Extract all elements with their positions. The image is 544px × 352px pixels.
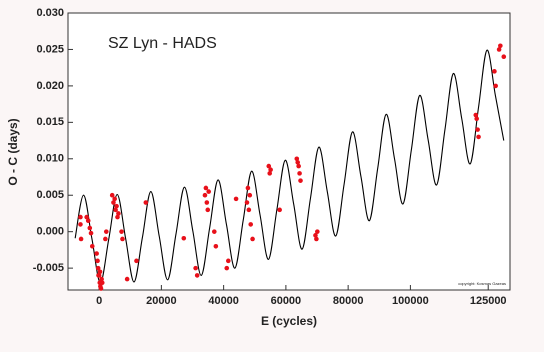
observation-point: [98, 286, 104, 291]
observation-point: [84, 214, 89, 220]
x-tick-label: 40000: [208, 295, 239, 307]
y-tick-label: 0.000: [36, 226, 64, 238]
observation-point: [204, 200, 210, 205]
observation-point: [95, 258, 100, 264]
observation-point: [226, 258, 231, 264]
observation-point: [85, 218, 91, 224]
x-tick-label: 0: [96, 295, 102, 307]
plot-area: [67, 12, 511, 291]
chart-title: SZ Lyn - HADS: [108, 35, 217, 52]
observation-point: [103, 229, 109, 234]
y-tick-label: 0.020: [36, 80, 64, 92]
x-tick-label: 20000: [146, 295, 177, 307]
observation-point: [89, 243, 95, 249]
observation-point: [244, 200, 250, 205]
observation-point: [233, 196, 239, 202]
observation-point: [78, 222, 83, 227]
observation-point: [112, 196, 117, 202]
observation-point: [78, 236, 84, 242]
x-tick-label: 125000: [470, 295, 507, 307]
observation-point: [143, 200, 149, 205]
observation-point: [498, 43, 503, 49]
observation-point: [78, 214, 83, 220]
observation-point: [247, 192, 253, 198]
observation-point: [314, 236, 319, 242]
observation-point: [224, 265, 230, 271]
observation-point: [94, 251, 99, 256]
y-tick-label: 0.010: [36, 153, 64, 165]
observation-point: [296, 163, 301, 169]
y-tick-label: 0.030: [36, 7, 64, 19]
observation-point: [99, 276, 104, 282]
observation-point: [99, 280, 105, 286]
y-axis-label: O - C (days): [6, 118, 20, 185]
observation-point: [194, 273, 200, 278]
observation-point: [134, 258, 139, 264]
observation-point: [476, 134, 481, 140]
observation-point: [250, 236, 255, 242]
observation-point: [88, 230, 94, 236]
observation-point: [111, 200, 116, 205]
observation-point: [206, 189, 211, 194]
observation-point: [119, 229, 124, 234]
observation-point: [109, 192, 115, 198]
observation-point: [315, 229, 320, 234]
x-tick-label: 80000: [333, 295, 364, 307]
observation-point: [103, 236, 108, 242]
observation-point: [246, 207, 252, 213]
observation-point: [267, 171, 273, 176]
observation-point: [492, 69, 497, 74]
y-tick-label: 0.025: [36, 43, 64, 55]
observation-point: [120, 236, 125, 242]
observation-point: [115, 214, 120, 220]
observation-point: [496, 47, 502, 52]
x-axis-label: E (cycles): [261, 314, 317, 328]
observation-point: [248, 222, 254, 227]
observation-point: [313, 233, 318, 238]
observation-point: [473, 112, 479, 118]
y-tick-label: 0.015: [36, 116, 64, 128]
observation-point: [95, 265, 101, 271]
observation-point: [245, 185, 251, 191]
observation-point: [213, 243, 219, 249]
observation-point: [277, 207, 282, 213]
fit-curve: [74, 49, 505, 284]
observation-point: [294, 156, 300, 162]
observation-point: [493, 83, 498, 89]
observation-point: [474, 116, 479, 121]
observation-point: [181, 235, 187, 241]
observation-point: [298, 178, 303, 183]
observation-point: [295, 160, 301, 165]
observation-point: [202, 192, 208, 198]
observation-point: [114, 203, 119, 209]
y-tick-label: 0.005: [36, 189, 64, 201]
observation-point: [97, 269, 103, 275]
observation-point: [113, 207, 118, 213]
observation-point: [501, 54, 507, 60]
observation-point: [124, 276, 130, 282]
observation-point: [203, 185, 209, 191]
observation-point: [96, 273, 101, 278]
observation-point: [116, 211, 121, 216]
observation-point: [268, 167, 273, 173]
y-tick-label: -0.005: [33, 262, 64, 274]
observation-point: [475, 127, 480, 132]
observation-point: [211, 229, 217, 234]
x-tick-label: 100000: [392, 295, 429, 307]
observation-point: [297, 171, 302, 176]
copyright-note: copyright: Kosmas Gazeas: [458, 281, 506, 286]
x-tick-label: 60000: [271, 295, 302, 307]
observation-point: [193, 265, 198, 271]
observation-point: [87, 225, 93, 231]
observation-point: [205, 207, 211, 213]
observation-point: [266, 163, 272, 169]
